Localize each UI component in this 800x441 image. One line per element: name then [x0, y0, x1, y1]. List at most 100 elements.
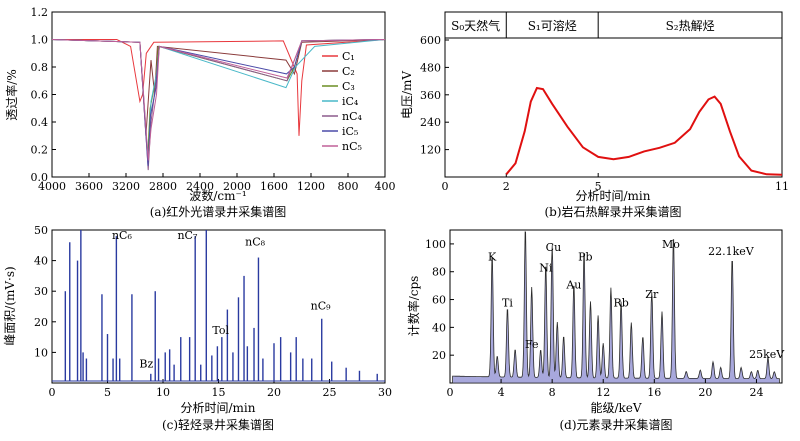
lh-xlabel: 分析时间/min — [181, 401, 256, 415]
x-tick-label: 2000 — [223, 180, 251, 193]
x-tick-label: 5 — [595, 180, 602, 193]
el-peak-label: Zr — [645, 288, 659, 301]
y-tick-label: 40 — [34, 255, 48, 268]
y-tick-label: 600 — [420, 34, 441, 47]
ir-ylabel: 透过率/% — [4, 69, 19, 120]
x-tick-label: 5 — [104, 386, 111, 399]
x-tick-label: 3200 — [112, 180, 140, 193]
ir-series — [51, 39, 386, 171]
x-tick-label: 30 — [378, 386, 392, 399]
el-peak-label: Fe — [525, 338, 539, 351]
pyrolysis-ylabel: 电压/mV — [400, 71, 414, 119]
ir-series-line — [51, 39, 386, 167]
y-tick-label: 1.0 — [31, 34, 49, 47]
x-tick-label: 0 — [447, 386, 454, 399]
el-ylabel: 计数率/cps — [406, 276, 421, 337]
lh-caption: (c)轻烃录井采集谱图 — [162, 417, 274, 432]
y-tick-label: 40 — [432, 321, 446, 334]
ir-plot-frame — [51, 11, 386, 178]
x-tick-label: 4 — [498, 386, 505, 399]
ir-series-line — [51, 39, 386, 136]
legend-label: C₂ — [342, 65, 355, 78]
legend-label: iC₄ — [342, 95, 359, 108]
x-tick-label: 2800 — [149, 180, 177, 193]
pyrolysis-xlabel: 分析时间/min — [576, 189, 651, 203]
x-tick-label: 25 — [323, 386, 337, 399]
pyrolysis-ticks: 0 2 5 11 120 240 360 480 600 — [420, 34, 789, 193]
el-xlabel: 能级/keV — [590, 401, 641, 415]
y-tick-label: 10 — [34, 346, 48, 359]
y-tick-label: 30 — [34, 285, 48, 298]
legend-label: C₃ — [342, 80, 355, 93]
el-peak-label: 22.1keV — [708, 245, 755, 258]
x-tick-label: 2 — [503, 180, 510, 193]
lh-peak-label: nC₉ — [311, 300, 332, 313]
legend-label: iC₅ — [342, 125, 358, 138]
el-peak-label: 25keV — [749, 348, 785, 361]
el-peak-label: Rb — [613, 297, 628, 310]
y-tick-label: 240 — [420, 116, 441, 129]
x-tick-label: 800 — [338, 180, 359, 193]
legend-label: C₁ — [342, 50, 355, 63]
y-tick-label: 1.2 — [31, 6, 49, 19]
x-tick-label: 1600 — [260, 180, 288, 193]
el-peak-label: Mo — [662, 238, 680, 251]
x-tick-label: 4000 — [38, 180, 66, 193]
light-hydrocarbon-chart: 0 5 10 15 20 25 30 10 20 30 40 50 nC₆ nC₇ nC₈ nC₉ Tol Bz… — [3, 224, 392, 432]
y-tick-label: 360 — [420, 89, 441, 102]
pyrolysis-series — [505, 86, 783, 176]
el-peak-label: Ti — [502, 297, 513, 310]
legend-label: nC₄ — [342, 110, 363, 123]
y-tick-label: 100 — [425, 238, 446, 251]
y-tick-label: 480 — [420, 61, 441, 74]
y-tick-label: 60 — [432, 294, 446, 307]
lh-ticks: 0 5 10 15 20 25 30 10 20 30 40 50 — [34, 224, 392, 399]
x-tick-label: 10 — [156, 386, 170, 399]
ir-series-line — [51, 39, 386, 157]
y-tick-label: 0.2 — [31, 144, 49, 157]
lh-series: nC₆ nC₇ nC₈ nC₉ Tol Bz — [52, 229, 385, 382]
el-spectrum-area — [452, 231, 780, 384]
y-tick-label: 80 — [432, 266, 446, 279]
el-peak-label: Cu — [546, 241, 562, 254]
x-tick-label: 8 — [549, 386, 556, 399]
y-tick-label: 20 — [34, 316, 48, 329]
lh-peak-label: nC₇ — [177, 229, 198, 242]
band-label: S₀天然气 — [451, 18, 500, 33]
y-tick-label: 0.8 — [31, 61, 49, 74]
y-tick-label: 0.6 — [31, 89, 49, 102]
ir-xlabel: 波数/cm⁻¹ — [189, 188, 246, 203]
lh-peak-label: nC₆ — [112, 229, 133, 242]
el-peak-label: Ni — [539, 262, 553, 275]
y-tick-label: 0.4 — [31, 116, 49, 129]
el-peak-label: K — [488, 251, 497, 264]
ir-legend: C₁ C₂ C₃ iC₄ nC₄ iC₅ nC₅ — [322, 50, 363, 153]
ir-ticks: 4000 3600 3200 2800 2400 2000 1600 1200 800 400 0.… — [31, 6, 396, 193]
lh-peak-label: nC₈ — [245, 235, 266, 248]
y-tick-label: 50 — [34, 224, 48, 237]
x-tick-label: 12 — [596, 386, 610, 399]
x-tick-label: 20 — [698, 386, 712, 399]
pyrolysis-plot-frame — [444, 11, 783, 178]
element-chart: K Ti Fe Cu Ni Au Pb Rb Zr Mo 22.1keV 25keV 0 4 8 12 16 2… — [406, 229, 785, 432]
band-label: S₁可溶烃 — [528, 18, 577, 33]
x-tick-label: 0 — [442, 180, 449, 193]
el-peak-label: Pb — [578, 251, 592, 264]
pyrolysis-caption: (b)岩石热解录井采集谱图 — [544, 204, 681, 219]
ir-caption: (a)红外光谱录井采集谱图 — [150, 204, 287, 219]
ir-series-line — [52, 39, 386, 136]
x-tick-label: 16 — [647, 386, 661, 399]
x-tick-label: 1200 — [297, 180, 325, 193]
y-tick-label: 120 — [420, 144, 441, 157]
x-tick-label: 400 — [375, 180, 396, 193]
x-tick-label: 11 — [775, 180, 789, 193]
pyrolysis-chart: S₀天然气 S₁可溶烃 S₂热解烃 0 2 5 11 120 240 360 480 600 分析时… — [400, 11, 789, 219]
lh-peak-label: Tol — [212, 324, 229, 337]
el-peak-label: Au — [565, 278, 581, 291]
pyrolysis-curve — [505, 86, 783, 176]
x-tick-label: 3600 — [75, 180, 103, 193]
el-caption: (d)元素录井采集谱图 — [559, 417, 672, 432]
ir-spectrum-chart: 4000 3600 3200 2800 2400 2000 1600 1200 800 400 0.… — [4, 6, 396, 219]
el-series: K Ti Fe Cu Ni Au Pb Rb Zr Mo 22.1keV 25keV — [452, 231, 785, 384]
